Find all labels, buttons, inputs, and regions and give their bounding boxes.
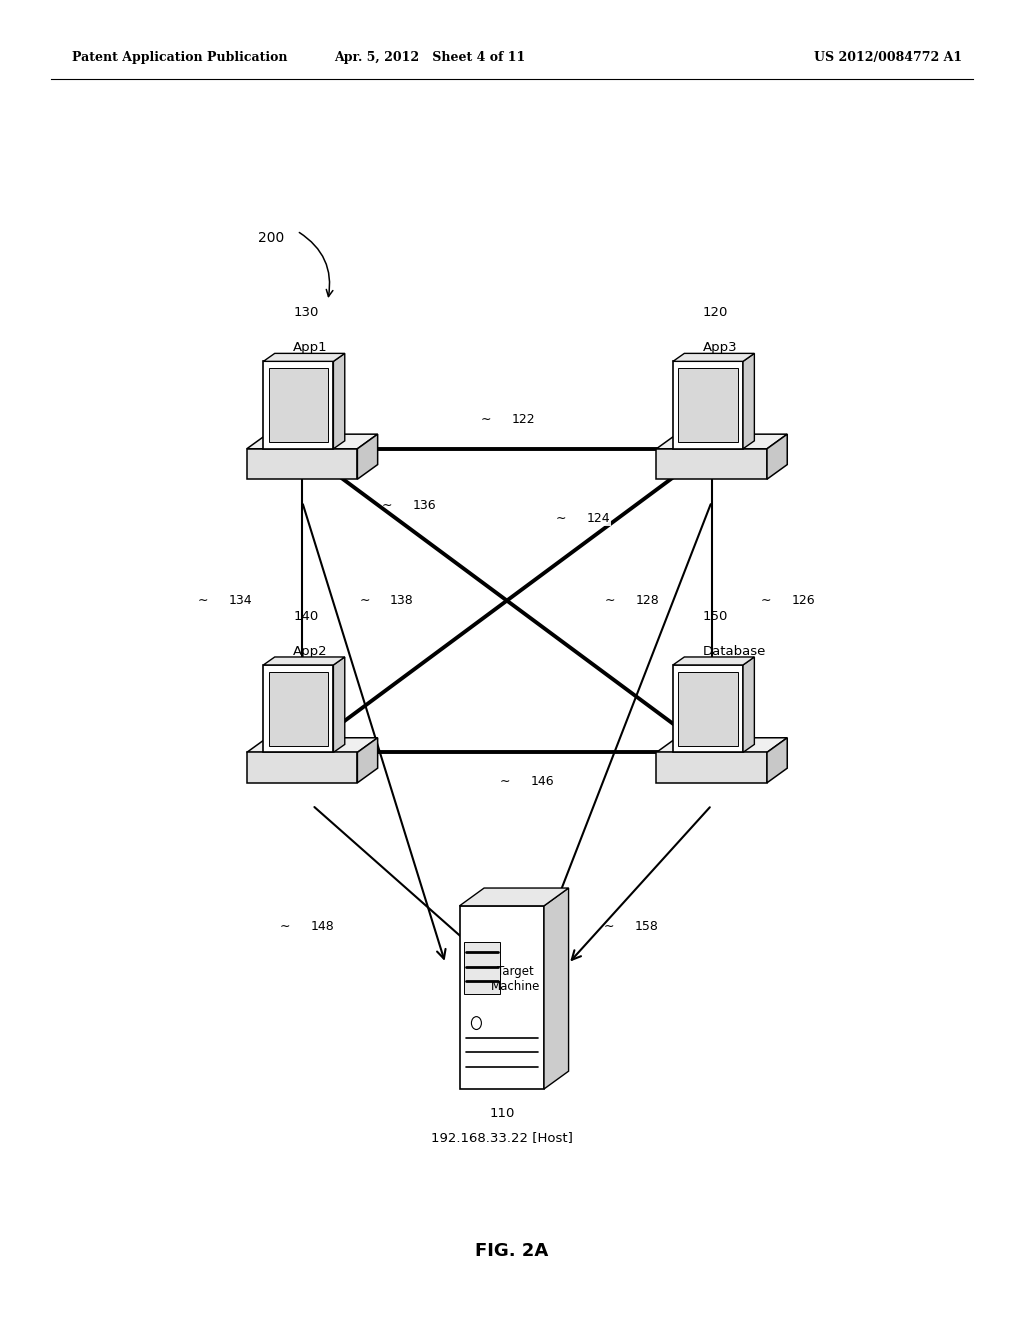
- Text: 146: 146: [530, 775, 554, 788]
- Text: App2: App2: [293, 645, 328, 659]
- Polygon shape: [460, 906, 544, 1089]
- Text: ∼: ∼: [605, 594, 615, 607]
- Text: ∼: ∼: [382, 499, 392, 512]
- Text: 110: 110: [489, 1107, 514, 1121]
- Text: 140: 140: [293, 610, 318, 623]
- Text: ∼: ∼: [481, 413, 492, 426]
- Polygon shape: [673, 354, 755, 362]
- Circle shape: [471, 1016, 481, 1030]
- Text: Database: Database: [702, 645, 766, 659]
- Text: 128: 128: [636, 594, 659, 607]
- Polygon shape: [673, 657, 755, 665]
- Polygon shape: [656, 449, 767, 479]
- Polygon shape: [673, 362, 743, 449]
- Text: ∼: ∼: [556, 512, 566, 525]
- Text: App3: App3: [702, 342, 737, 355]
- Text: 158: 158: [635, 920, 658, 933]
- Text: 126: 126: [792, 594, 815, 607]
- Text: 150: 150: [702, 610, 728, 623]
- Text: 136: 136: [413, 499, 436, 512]
- Polygon shape: [357, 434, 378, 479]
- Text: 122: 122: [512, 413, 536, 426]
- Polygon shape: [656, 738, 787, 752]
- Polygon shape: [247, 449, 357, 479]
- Text: 138: 138: [390, 594, 414, 607]
- Text: 134: 134: [228, 594, 252, 607]
- Text: ∼: ∼: [198, 594, 208, 607]
- Polygon shape: [263, 354, 345, 362]
- Polygon shape: [544, 888, 568, 1089]
- Polygon shape: [656, 434, 787, 449]
- Polygon shape: [678, 672, 738, 746]
- Text: ∼: ∼: [500, 775, 510, 788]
- Polygon shape: [767, 738, 787, 783]
- Text: 200: 200: [258, 231, 285, 244]
- Polygon shape: [743, 657, 755, 752]
- Text: FIG. 2A: FIG. 2A: [475, 1242, 549, 1261]
- Polygon shape: [767, 434, 787, 479]
- Polygon shape: [268, 368, 329, 442]
- Polygon shape: [678, 368, 738, 442]
- Polygon shape: [247, 752, 357, 783]
- Text: Patent Application Publication: Patent Application Publication: [72, 51, 287, 63]
- Polygon shape: [464, 942, 500, 994]
- Text: ∼: ∼: [280, 920, 290, 933]
- Text: US 2012/0084772 A1: US 2012/0084772 A1: [814, 51, 963, 63]
- Text: ∼: ∼: [604, 920, 614, 933]
- Polygon shape: [263, 362, 334, 449]
- Polygon shape: [334, 354, 345, 449]
- Text: 120: 120: [702, 306, 728, 319]
- Polygon shape: [247, 738, 378, 752]
- Text: App1: App1: [293, 342, 328, 355]
- Polygon shape: [460, 888, 568, 906]
- Text: ∼: ∼: [761, 594, 771, 607]
- Polygon shape: [334, 657, 345, 752]
- Polygon shape: [263, 665, 334, 752]
- Text: ∼: ∼: [359, 594, 370, 607]
- Polygon shape: [743, 354, 755, 449]
- Text: 148: 148: [310, 920, 334, 933]
- Text: 130: 130: [293, 306, 318, 319]
- Polygon shape: [673, 665, 743, 752]
- Text: 192.168.33.22 [Host]: 192.168.33.22 [Host]: [431, 1131, 572, 1144]
- Text: Target
Machine: Target Machine: [490, 965, 541, 993]
- Text: 124: 124: [587, 512, 610, 525]
- Polygon shape: [263, 657, 345, 665]
- Polygon shape: [268, 672, 329, 746]
- Polygon shape: [357, 738, 378, 783]
- Text: Apr. 5, 2012   Sheet 4 of 11: Apr. 5, 2012 Sheet 4 of 11: [335, 51, 525, 63]
- Polygon shape: [247, 434, 378, 449]
- Polygon shape: [656, 752, 767, 783]
